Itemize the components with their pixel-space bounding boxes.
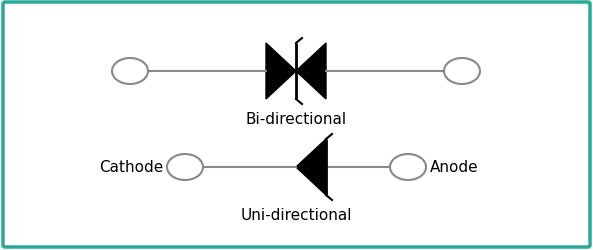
Polygon shape xyxy=(296,44,326,100)
Polygon shape xyxy=(296,140,326,195)
Polygon shape xyxy=(266,44,296,100)
Text: Cathode: Cathode xyxy=(99,160,163,175)
Text: Uni-directional: Uni-directional xyxy=(240,207,352,222)
Text: Anode: Anode xyxy=(430,160,479,175)
Text: Bi-directional: Bi-directional xyxy=(246,112,346,126)
